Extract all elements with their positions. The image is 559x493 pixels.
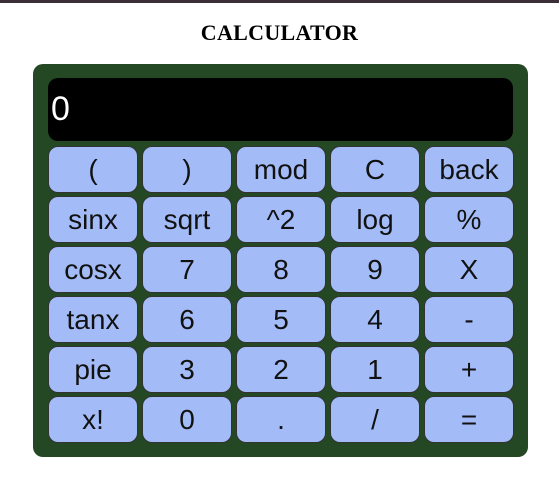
sqrt-button[interactable]: sqrt — [142, 196, 232, 243]
digit-3-button[interactable]: 3 — [142, 346, 232, 393]
decimal-button[interactable]: . — [236, 396, 326, 443]
digit-6-button[interactable]: 6 — [142, 296, 232, 343]
digit-2-button[interactable]: 2 — [236, 346, 326, 393]
factorial-button[interactable]: x! — [48, 396, 138, 443]
digit-8-button[interactable]: 8 — [236, 246, 326, 293]
digit-9-button[interactable]: 9 — [330, 246, 420, 293]
mod-button[interactable]: mod — [236, 146, 326, 193]
multiply-button[interactable]: X — [424, 246, 514, 293]
tan-button[interactable]: tanx — [48, 296, 138, 343]
backspace-button[interactable]: back — [424, 146, 514, 193]
percent-button[interactable]: % — [424, 196, 514, 243]
page-title: CALCULATOR — [200, 20, 359, 45]
equals-button[interactable]: = — [424, 396, 514, 443]
calculator-display: 0 — [48, 78, 513, 141]
pi-button[interactable]: pie — [48, 346, 138, 393]
digit-5-button[interactable]: 5 — [236, 296, 326, 343]
subtract-button[interactable]: - — [424, 296, 514, 343]
square-button[interactable]: ^2 — [236, 196, 326, 243]
add-button[interactable]: + — [424, 346, 514, 393]
log-button[interactable]: log — [330, 196, 420, 243]
cos-button[interactable]: cosx — [48, 246, 138, 293]
digit-0-button[interactable]: 0 — [142, 396, 232, 443]
clear-button[interactable]: C — [330, 146, 420, 193]
open-paren-button[interactable]: ( — [48, 146, 138, 193]
top-border-strip — [0, 0, 559, 3]
digit-4-button[interactable]: 4 — [330, 296, 420, 343]
digit-7-button[interactable]: 7 — [142, 246, 232, 293]
digit-1-button[interactable]: 1 — [330, 346, 420, 393]
divide-button[interactable]: / — [330, 396, 420, 443]
close-paren-button[interactable]: ) — [142, 146, 232, 193]
sin-button[interactable]: sinx — [48, 196, 138, 243]
